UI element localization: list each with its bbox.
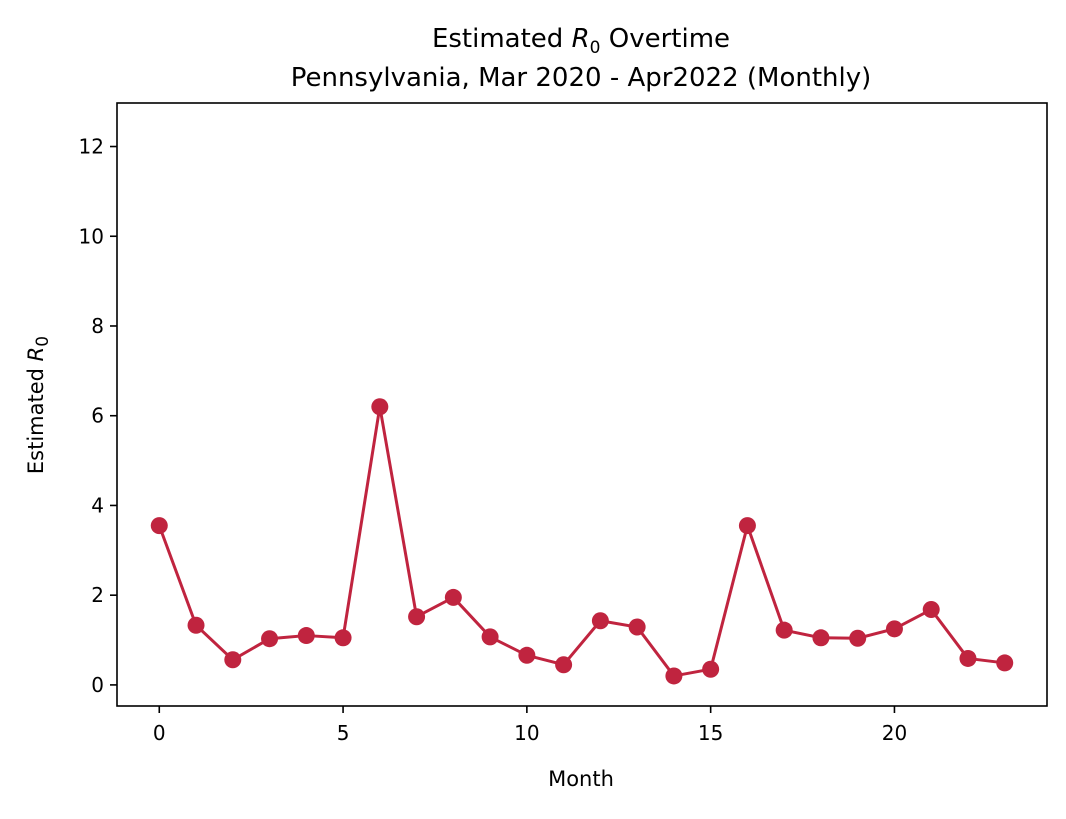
y-tick-label: 2 <box>91 583 104 607</box>
data-point <box>922 601 940 619</box>
data-point <box>591 612 609 630</box>
data-point <box>849 629 867 647</box>
data-point <box>702 660 720 678</box>
data-point <box>555 656 573 674</box>
x-tick-label: 5 <box>337 721 350 745</box>
data-point <box>996 654 1014 672</box>
series-line <box>157 405 1005 678</box>
x-axis-label: Month <box>548 767 614 791</box>
y-tick-label: 8 <box>91 314 104 338</box>
data-point <box>812 629 830 647</box>
x-tick-label: 0 <box>153 721 166 745</box>
y-tick-label: 6 <box>91 404 104 428</box>
data-point <box>665 667 683 685</box>
data-point <box>371 398 389 416</box>
x-tick-label: 10 <box>514 721 539 745</box>
data-point <box>297 627 315 645</box>
data-point <box>261 630 279 648</box>
plot-frame <box>116 102 1048 707</box>
data-point <box>628 618 646 636</box>
data-point <box>481 628 499 646</box>
data-point <box>224 651 242 669</box>
y-tick-label: 12 <box>79 135 104 159</box>
data-point <box>775 621 793 639</box>
data-point <box>150 517 168 535</box>
data-point <box>738 517 756 535</box>
chart-title-line2: Pennsylvania, Mar 2020 - Apr2022 (Monthl… <box>291 63 872 93</box>
data-point <box>187 616 205 634</box>
plot-area: 0 5 10 15 20 0 2 4 6 8 10 12 <box>79 102 1048 745</box>
data-point <box>334 629 352 647</box>
data-point <box>959 649 977 667</box>
y-axis-label: Estimated R0 <box>24 336 53 474</box>
x-tick-label: 15 <box>698 721 723 745</box>
data-point <box>444 588 462 606</box>
y-tick-label: 10 <box>79 224 104 248</box>
data-point <box>408 608 426 626</box>
y-tick-label: 4 <box>91 493 104 517</box>
chart-title-line1: Estimated R0 Overtime <box>432 24 730 58</box>
y-tick-label: 0 <box>91 673 104 697</box>
data-point <box>885 620 903 638</box>
data-point <box>518 646 536 664</box>
x-tick-label: 20 <box>882 721 907 745</box>
